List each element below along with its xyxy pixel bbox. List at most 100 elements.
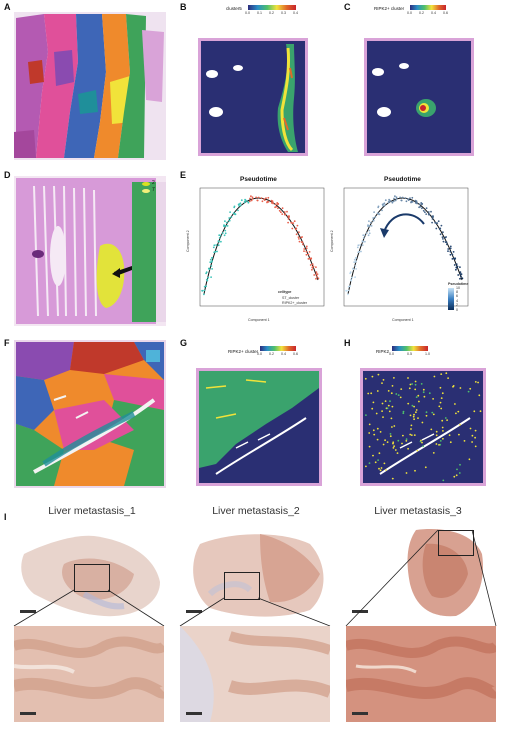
panel-e-right-point bbox=[400, 199, 403, 202]
panel-h-expression-dot bbox=[411, 383, 413, 385]
panel-e-left-point bbox=[251, 198, 254, 200]
panel-e-left-point bbox=[224, 220, 226, 223]
panel-h-expression-dot bbox=[370, 392, 373, 395]
panel-h-expression-dot bbox=[438, 444, 440, 446]
panel-e-left-point bbox=[307, 253, 310, 256]
panel-h-expression-dot bbox=[365, 465, 367, 468]
panel-e-left-point bbox=[219, 234, 222, 237]
panel-e-left-point bbox=[221, 232, 224, 234]
panel-e-right-point bbox=[364, 240, 366, 243]
panel-h-expression-dot bbox=[453, 475, 456, 478]
panel-e-right-point bbox=[439, 233, 442, 236]
panel-h-expression-dot bbox=[379, 431, 382, 433]
panel-e-right-point bbox=[442, 238, 444, 240]
panel-h-expression-dot bbox=[393, 445, 395, 448]
panel-e-left-title: Pseudotime bbox=[240, 176, 277, 183]
panel-e-left-legend-item-1: ST_cluster bbox=[282, 296, 300, 300]
panel-e-right-point bbox=[355, 268, 357, 270]
panel-e-left-point bbox=[245, 200, 248, 202]
panel-e-left-point bbox=[255, 196, 257, 199]
panel-d-hne-image bbox=[14, 176, 166, 326]
panel-h-expression-dot bbox=[389, 433, 392, 435]
ihc-scalebar-1 bbox=[20, 610, 36, 613]
panel-h-expression-dot bbox=[393, 425, 396, 427]
panel-e-right-point bbox=[425, 207, 428, 210]
panel-e-right-point bbox=[401, 196, 404, 199]
panel-e-right-point bbox=[414, 199, 417, 202]
panel-h-expression-dot bbox=[439, 440, 442, 442]
panel-h-expression-dot bbox=[468, 458, 471, 461]
panel-g-tick-3: 0.6 bbox=[293, 352, 298, 356]
panel-e-right-point bbox=[451, 258, 454, 260]
panel-e-left-point bbox=[226, 225, 229, 227]
panel-e-left-point bbox=[207, 276, 209, 279]
panel-e-left-point bbox=[203, 289, 206, 292]
panel-e-left-point bbox=[267, 196, 270, 199]
panel-e-right-point bbox=[368, 225, 371, 227]
panel-e-right-point bbox=[367, 224, 369, 227]
panel-h-expression-dot bbox=[400, 388, 403, 390]
panel-e-left-point bbox=[263, 199, 266, 201]
panel-e-left-point bbox=[286, 210, 288, 213]
panel-c-colorbar bbox=[410, 5, 446, 10]
panel-e-right-point bbox=[368, 220, 370, 223]
panel-e-right-point bbox=[411, 196, 414, 199]
panel-h-expression-dot bbox=[471, 434, 474, 437]
panel-e-right-point bbox=[459, 271, 462, 273]
panel-h-expression-dot bbox=[440, 373, 443, 375]
panel-e-left-point bbox=[237, 203, 240, 206]
panel-e-right-point bbox=[399, 196, 401, 199]
panel-e-right-point bbox=[440, 224, 443, 227]
panel-h-tick-1: 0.5 bbox=[407, 352, 412, 356]
panel-e-right-point bbox=[449, 253, 452, 256]
panel-h-expression-dot bbox=[463, 440, 466, 442]
panel-e-right-point bbox=[436, 222, 439, 224]
panel-h-expression-dot bbox=[415, 411, 417, 414]
panel-d-legend-dot-2 bbox=[142, 189, 150, 193]
panel-e-left-point bbox=[303, 248, 306, 250]
panel-e-right-point bbox=[445, 236, 447, 238]
panel-e-left-point bbox=[249, 197, 251, 200]
ihc-highmag-scalebar-3 bbox=[352, 712, 368, 715]
panel-e-left-point bbox=[212, 246, 215, 249]
panel-h-expression-dot bbox=[435, 434, 438, 437]
panel-h-expression-dot bbox=[422, 388, 425, 391]
panel-e-right-point bbox=[362, 237, 365, 239]
panel-e-left-point bbox=[224, 225, 227, 227]
panel-e-right-point bbox=[446, 243, 448, 246]
panel-e-right-tick-3: 4 bbox=[456, 298, 458, 303]
panel-h-expression-dot bbox=[368, 423, 371, 426]
panel-e-right-point bbox=[422, 209, 425, 212]
panel-d-legend-label-2: 7 bbox=[152, 187, 155, 193]
panel-e-left-point bbox=[292, 222, 295, 224]
panel-e-right-point bbox=[460, 275, 462, 278]
panel-a-spatial-cluster-map bbox=[14, 12, 166, 160]
panel-e-right-point bbox=[384, 199, 387, 202]
panel-e-right-point bbox=[383, 202, 386, 205]
panel-e-left-point bbox=[305, 253, 308, 256]
panel-e-right-point bbox=[354, 265, 357, 267]
panel-h-expression-dot bbox=[425, 414, 428, 417]
panel-e-left-point bbox=[214, 250, 217, 253]
panel-h-expression-dot bbox=[365, 414, 367, 416]
panel-b-tick-0: 0.0 bbox=[245, 11, 250, 15]
panel-h-expression-dot bbox=[439, 401, 442, 404]
panel-h-expression-dot bbox=[421, 421, 424, 424]
panel-e-left-point bbox=[272, 202, 274, 205]
panel-e-left-point bbox=[205, 278, 208, 281]
panel-h-expression-dot bbox=[394, 449, 397, 451]
panel-e-left-point bbox=[213, 244, 216, 247]
panel-e-right-point bbox=[432, 216, 434, 219]
panel-e-right-point bbox=[382, 205, 384, 207]
panel-h-expression-dot bbox=[435, 443, 438, 445]
panel-h-expression-dot bbox=[428, 392, 431, 395]
panel-e-right-point bbox=[451, 253, 454, 256]
panel-h-expression-dot bbox=[442, 437, 444, 440]
ihc-zoom-box-3 bbox=[438, 530, 474, 556]
panel-h-expression-dot bbox=[410, 434, 413, 436]
panel-e-left-point bbox=[228, 219, 231, 222]
panel-e-right-point bbox=[447, 250, 449, 252]
panel-e-left-point bbox=[278, 209, 281, 212]
panel-h-expression-dot bbox=[459, 423, 461, 426]
